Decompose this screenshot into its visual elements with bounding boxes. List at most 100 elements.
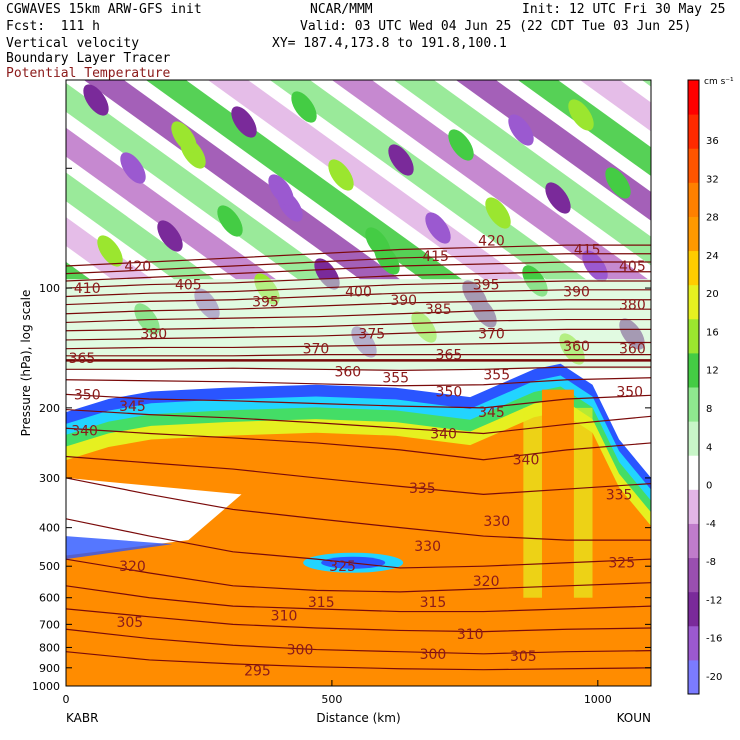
theta-label: 305 [116,615,143,631]
theta-label: 325 [608,556,635,572]
vv-cell [328,159,354,191]
x-tick-label: 500 [321,693,342,706]
theta-label: 345 [119,399,146,415]
field-vertical-velocity: Vertical velocity [6,36,140,51]
colorbar-tick-label: -16 [706,634,722,645]
colorbar-swatch [688,659,699,695]
theta-line [66,244,651,267]
colorbar-tick-label: 8 [706,404,712,415]
vv-cell [217,205,243,237]
vv-cell [508,114,534,146]
vv-band [393,80,651,266]
theta-line [66,558,651,593]
theta-label: 310 [457,627,484,643]
colorbar-tick-label: -4 [706,519,716,530]
theta-line [66,408,651,435]
colorbar-tick-label: -20 [706,672,722,683]
x-axis-label: Distance (km) [316,711,400,725]
plot-frame [65,79,652,687]
theta-label: 360 [334,364,361,380]
forecast-hour: Fcst: 111 h [6,19,100,34]
vv-cell [425,212,451,244]
vv-cell [291,91,317,123]
theta-line [66,585,651,613]
vv-band [579,80,651,132]
colorbar-swatch [688,421,699,456]
vv-band [83,80,400,280]
theta-label: 395 [252,294,279,310]
colorbar-swatch [688,625,699,661]
colorbar-tick-label: 24 [706,251,719,262]
y-tick-label: 200 [39,402,60,415]
theta-line [66,354,651,357]
colorbar-swatch [688,455,699,490]
theta-label: 300 [420,647,447,663]
plot-field: 420 405 410 395 400 390 385 420 415 395 415 405 390 3… [66,80,651,686]
theta-line [66,608,651,633]
theta-label: 390 [390,293,417,309]
x-endpoint-label-left: KABR [66,711,98,725]
x-axis: 0 500 1000 Distance (km) KABR KOUN [63,680,651,725]
theta-line [66,518,651,569]
colorbar-swatch [688,591,699,627]
valid-time: Valid: 03 UTC Wed 04 Jun 25 (22 CDT Tue … [300,19,692,34]
theta-label: 295 [244,664,271,680]
x-tick-label: 0 [63,693,70,706]
theta-label: 340 [71,424,98,440]
init-time: Init: 12 UTC Fri 30 May 25 [522,2,726,17]
theta-label: 385 [425,302,452,318]
theta-contours [66,244,651,671]
theta-label: 420 [478,234,505,250]
theta-label: 375 [358,326,385,342]
theta-label: 300 [287,643,314,659]
colorbar-swatch [688,250,699,286]
theta-line [66,271,651,289]
x-endpoint-label-right: KOUN [617,711,651,725]
theta-line [66,328,651,341]
y-axis: 100 200 300 400 500 600 700 800 900 1000 Pressure … [19,167,651,693]
theta-line [66,366,651,371]
colorbar-swatch [688,557,699,593]
theta-label: 350 [436,385,463,401]
theta-label: 415 [422,249,449,265]
theta-label: 360 [563,339,590,355]
vv-band [331,80,648,280]
colorbar-frame [687,79,700,695]
colorbar-tick-label: 0 [706,481,712,492]
theta-label: 405 [619,259,646,275]
theta-label: 315 [420,595,447,611]
vv-band [66,82,338,280]
theta-label: 335 [606,487,633,503]
vv-band [66,127,276,280]
colorbar-swatch [688,80,699,115]
dry-edge [66,536,173,560]
theta-line [66,308,651,324]
colorbar-swatch [688,182,699,217]
y-tick-label: 900 [39,662,60,675]
theta-label: 390 [563,284,590,300]
vv-cell [568,99,594,131]
theta-line [66,261,651,282]
vv-cell [388,144,414,176]
theta-line [66,341,651,350]
field-bl-tracer: Boundary Layer Tracer [6,51,171,66]
theta-label: 320 [119,559,146,575]
y-axis-label: Pressure (hPa), log scale [19,290,33,437]
theta-label: 380 [619,298,646,314]
vv-cell [231,106,257,138]
colorbar-tick-label: 4 [706,442,712,453]
colorbar-unit: cm s⁻¹ [704,77,734,87]
theta-line [66,393,651,409]
colorbar-tick-label: 20 [706,289,719,300]
theta-label: 360 [619,342,646,358]
vv-band [455,80,651,221]
vv-band [269,80,586,280]
org-label: NCAR/MMM [310,2,373,17]
theta-line [66,280,651,298]
theta-label: 330 [414,539,441,555]
field-potential-temperature: Potential Temperature [6,66,171,81]
y-tick-label: 700 [39,618,60,631]
theta-label: 335 [409,481,436,497]
colorbar-swatch [688,284,699,320]
theta-label: 400 [345,284,372,300]
